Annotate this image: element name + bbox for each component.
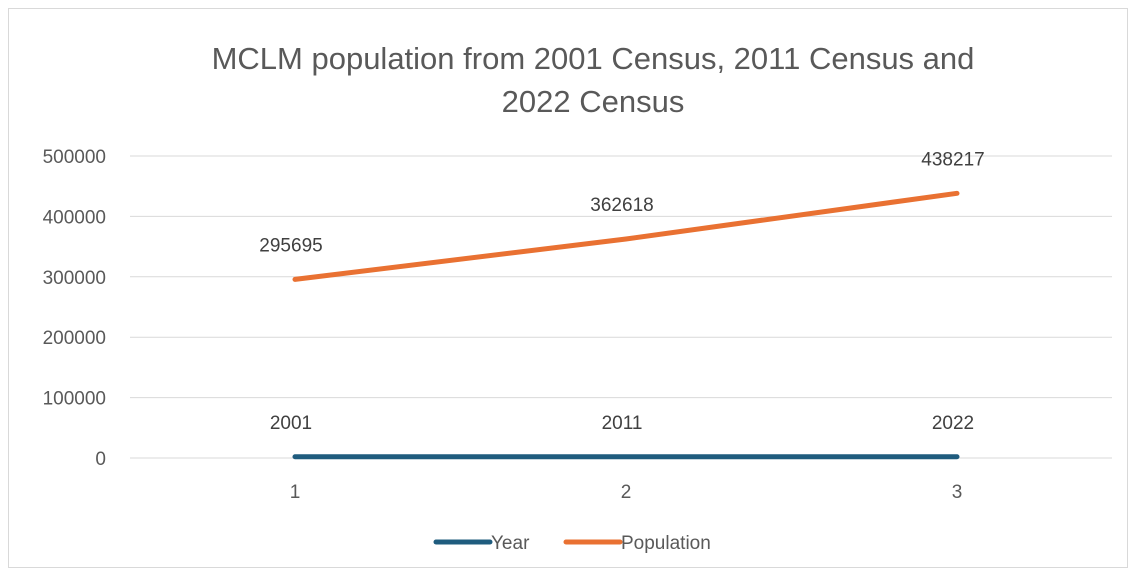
x-axis-ticks: 1 2 3 (290, 482, 963, 503)
legend-label: Year (491, 533, 530, 554)
chart-title-line-1: MCLM population from 2001 Census, 2011 C… (212, 41, 975, 76)
y-tick-label: 500000 (43, 147, 106, 168)
data-label: 2011 (602, 413, 643, 434)
chart-title: MCLM population from 2001 Census, 2011 C… (212, 41, 975, 119)
y-tick-label: 0 (95, 449, 106, 470)
data-label: 362618 (590, 195, 653, 216)
y-tick-label: 400000 (43, 207, 106, 228)
y-tick-label: 200000 (43, 328, 106, 349)
data-label: 295695 (259, 235, 322, 256)
series-lines (292, 190, 960, 460)
data-labels: 2001 2011 2022 295695 362618 438217 (259, 149, 984, 433)
data-label: 438217 (921, 149, 984, 170)
legend: Year Population (433, 533, 711, 554)
chart-frame (8, 8, 1128, 568)
chart-title-line-2: 2022 Census (502, 84, 685, 119)
x-tick-label: 3 (952, 482, 963, 503)
x-tick-label: 1 (290, 482, 301, 503)
y-tick-label: 100000 (43, 389, 106, 410)
legend-label: Population (621, 533, 711, 554)
series-line-population (292, 190, 960, 282)
y-tick-label: 300000 (43, 268, 106, 289)
x-tick-label: 2 (621, 482, 632, 503)
data-label: 2022 (932, 413, 974, 434)
data-label: 2001 (270, 413, 312, 434)
y-axis-ticks: 0 100000 200000 300000 400000 500000 (43, 147, 106, 470)
